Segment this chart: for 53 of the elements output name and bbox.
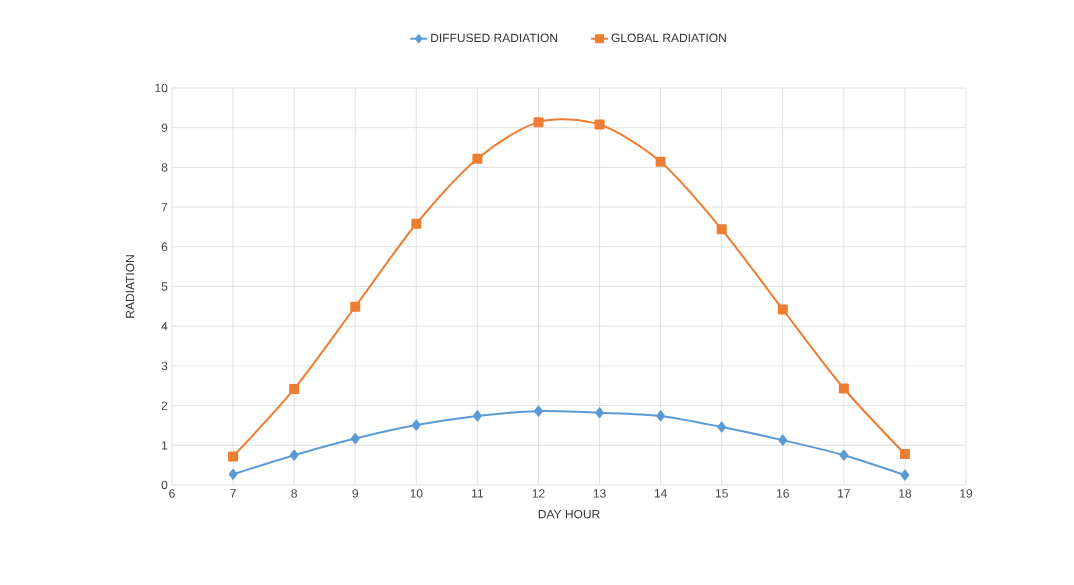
y-tick-label: 10 <box>155 83 168 93</box>
x-tick-label: 16 <box>777 489 789 498</box>
point <box>289 449 299 461</box>
point <box>594 119 605 130</box>
x-tick-label: 11 <box>472 489 484 498</box>
legend-label: DIFFUSED RADIATION <box>431 33 558 43</box>
x-tick-label: 9 <box>352 489 359 498</box>
point <box>228 451 239 462</box>
y-tick-label: 2 <box>161 401 168 410</box>
point <box>411 218 422 229</box>
point <box>778 434 788 446</box>
y-tick-label: 4 <box>161 322 168 331</box>
y-tick-label: 1 <box>162 441 168 450</box>
y-tick-label: 8 <box>161 163 168 172</box>
point <box>839 449 849 461</box>
point <box>595 407 604 419</box>
y-tick-label: 6 <box>161 242 168 252</box>
x-axis-title: DAY HOUR <box>538 509 600 519</box>
x-tick-label: 6 <box>169 489 175 498</box>
x-tick-label: 12 <box>532 489 545 498</box>
x-tick-label: 8 <box>291 489 297 498</box>
point <box>228 468 238 480</box>
x-tick-label: 15 <box>715 489 728 498</box>
x-tick-label: 17 <box>838 489 850 498</box>
point <box>655 156 666 167</box>
y-tick-label: 7 <box>161 202 168 212</box>
x-tick-label: 7 <box>230 489 236 498</box>
x-tick-label: 13 <box>593 489 606 498</box>
x-tick-label: 19 <box>960 489 973 498</box>
legend-label: GLOBAL RADIATION <box>611 33 726 43</box>
point <box>411 419 421 431</box>
point <box>350 301 361 312</box>
y-tick-label: 0 <box>161 480 168 490</box>
point <box>350 433 360 445</box>
point <box>656 410 665 422</box>
point <box>472 153 483 164</box>
point <box>838 383 849 394</box>
point <box>717 421 727 433</box>
y-tick-label: 3 <box>161 361 168 371</box>
point <box>899 449 910 460</box>
point <box>473 410 482 422</box>
point <box>900 469 910 481</box>
x-tick-label: 10 <box>410 489 423 498</box>
y-tick-label: 5 <box>161 282 168 291</box>
point <box>289 383 300 394</box>
point <box>716 224 727 235</box>
y-axis-title: RADIATION <box>125 255 135 318</box>
point <box>534 405 543 417</box>
x-tick-label: 18 <box>899 489 912 498</box>
point <box>533 117 544 128</box>
x-tick-label: 14 <box>654 489 667 498</box>
y-tick-label: 9 <box>161 123 168 132</box>
point <box>777 304 788 315</box>
